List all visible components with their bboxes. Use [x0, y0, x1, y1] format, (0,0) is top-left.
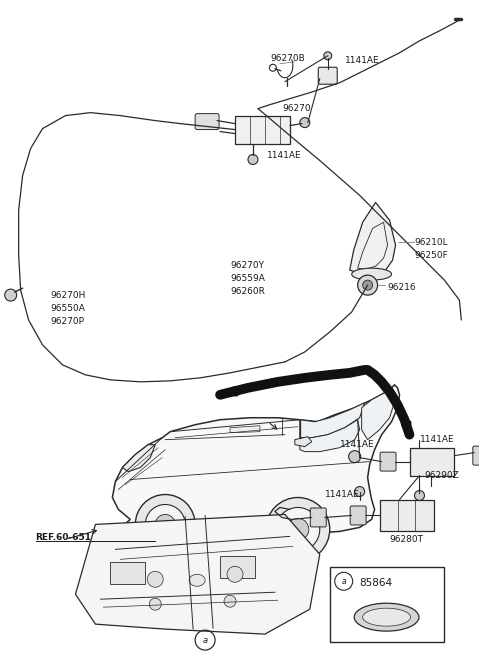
Bar [235, 116, 290, 143]
Circle shape [276, 508, 320, 552]
Circle shape [5, 289, 17, 301]
Ellipse shape [352, 268, 392, 280]
Circle shape [155, 514, 175, 534]
Ellipse shape [363, 608, 410, 626]
Bar [380, 500, 434, 531]
Polygon shape [122, 445, 155, 472]
Text: 96260R: 96260R [230, 287, 265, 295]
Polygon shape [300, 403, 365, 438]
Circle shape [135, 495, 195, 554]
FancyBboxPatch shape [310, 508, 326, 527]
Circle shape [227, 567, 243, 582]
Circle shape [324, 52, 332, 60]
Polygon shape [75, 514, 320, 634]
Text: 1141AE: 1141AE [340, 440, 374, 449]
Text: 1141AE: 1141AE [345, 56, 379, 66]
Polygon shape [361, 388, 395, 440]
Polygon shape [112, 385, 399, 537]
Polygon shape [350, 202, 396, 274]
Text: 96250F: 96250F [415, 251, 448, 260]
FancyBboxPatch shape [380, 452, 396, 471]
Text: 85864: 85864 [360, 578, 393, 588]
Polygon shape [230, 426, 260, 433]
Bar [220, 556, 255, 578]
Text: a: a [341, 577, 346, 586]
Polygon shape [300, 420, 360, 452]
Text: 96216: 96216 [387, 282, 416, 291]
Text: 96270Y: 96270Y [230, 261, 264, 270]
Text: 96550A: 96550A [50, 303, 85, 312]
Circle shape [348, 451, 360, 462]
Circle shape [300, 118, 310, 128]
Circle shape [149, 598, 161, 610]
FancyBboxPatch shape [318, 67, 337, 84]
Text: 1141AE: 1141AE [420, 435, 454, 444]
Text: 96559A: 96559A [230, 274, 265, 283]
Bar [110, 563, 145, 584]
Text: 96270B: 96270B [270, 54, 305, 64]
Circle shape [224, 595, 236, 607]
Circle shape [266, 498, 330, 561]
Text: REF.60-651: REF.60-651 [36, 533, 92, 542]
Text: 1141AE: 1141AE [325, 490, 360, 499]
Circle shape [287, 519, 309, 540]
Text: 96270P: 96270P [50, 316, 84, 326]
FancyBboxPatch shape [473, 446, 480, 465]
Bar [330, 567, 444, 642]
Circle shape [147, 571, 163, 588]
Text: 1141AE: 1141AE [267, 151, 301, 160]
Text: 96210L: 96210L [415, 238, 448, 247]
Ellipse shape [354, 603, 419, 631]
Text: 96270H: 96270H [50, 291, 86, 299]
Text: a: a [203, 635, 208, 645]
Circle shape [248, 155, 258, 164]
Circle shape [358, 275, 378, 295]
Circle shape [145, 504, 185, 544]
Text: 96280T: 96280T [390, 535, 423, 544]
Text: 96290Z: 96290Z [424, 471, 459, 480]
Ellipse shape [189, 574, 205, 586]
Polygon shape [295, 437, 312, 447]
Text: 96270: 96270 [282, 104, 311, 113]
FancyBboxPatch shape [350, 506, 366, 525]
Circle shape [363, 280, 372, 290]
Circle shape [355, 487, 365, 496]
FancyBboxPatch shape [195, 113, 219, 130]
Circle shape [415, 491, 424, 500]
Bar [409, 447, 455, 476]
